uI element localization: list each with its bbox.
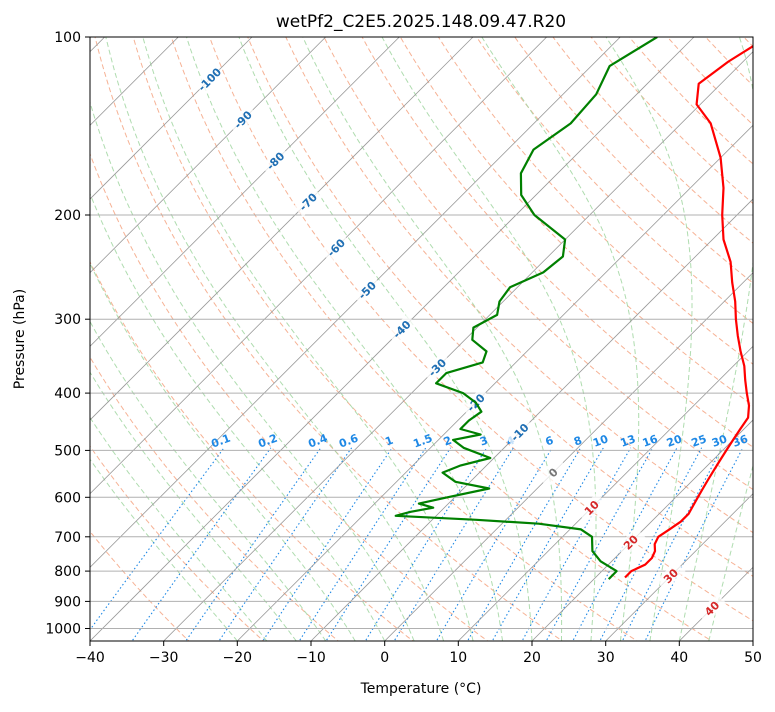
isotherm (679, 37, 775, 641)
mixing-ratio-label: 13 (619, 432, 638, 449)
dry-adiabat (54, 24, 491, 644)
mixing-ratio-line (599, 448, 702, 644)
moist-adiabat (82, 73, 414, 641)
dry-adiabat (506, 24, 775, 644)
x-tick-label: 50 (744, 650, 762, 666)
y-tick-label: 300 (54, 312, 81, 328)
dry-adiabat (355, 24, 775, 644)
dry-adiabat (130, 24, 641, 644)
mixing-ratio-label: 0.4 (306, 432, 329, 451)
y-tick-label: 800 (54, 564, 81, 580)
mixing-ratio-line (325, 448, 451, 644)
y-tick-label: 500 (54, 443, 81, 459)
dry-adiabat (0, 24, 266, 644)
moist-adiabat (0, 181, 237, 641)
dry-adiabat (280, 24, 775, 644)
mixing-ratio-label: 30 (710, 432, 729, 450)
y-tick-label: 1000 (45, 622, 81, 638)
moist-adiabat (58, 94, 385, 641)
moist-adiabat (239, 37, 532, 641)
mixing-ratio-line (644, 448, 743, 644)
moist-adiabat (143, 37, 473, 641)
background-lines (0, 24, 775, 644)
mixing-ratio-label: 2 (442, 434, 454, 449)
dry-adiabat (0, 24, 191, 644)
dry-adiabat (769, 24, 775, 644)
y-tick-label: 700 (54, 530, 81, 546)
moist-adiabat (0, 166, 267, 641)
x-tick-label: 30 (597, 650, 615, 666)
moist-adiabat (606, 37, 692, 641)
x-tick-label: 10 (449, 650, 467, 666)
dry-adiabat (430, 24, 775, 644)
isotherm (0, 37, 326, 641)
moist-adiabat (482, 37, 639, 641)
mixing-ratio-line (466, 448, 581, 644)
mixing-ratio-label: 6 (544, 434, 556, 449)
x-tick-label: −30 (149, 650, 179, 666)
mixing-ratio-line (261, 448, 392, 644)
x-tick-label: 20 (523, 650, 541, 666)
isotherm (0, 37, 399, 641)
line-labels: 0.10.20.40.611.52346810131620253036-100-… (195, 65, 750, 624)
dry-adiabat (17, 24, 416, 644)
mixing-ratio-label: 36 (731, 432, 750, 450)
mixing-ratio-label: 16 (641, 432, 660, 450)
mixing-ratio-line (364, 448, 487, 644)
moist-adiabat (303, 37, 562, 641)
mixing-ratio-label: 0.1 (210, 432, 233, 451)
mixing-ratio-label: 8 (572, 434, 584, 449)
dry-adiabat (656, 24, 775, 644)
chart-title: wetPf2_C2E5.2025.148.09.47.R20 (276, 12, 566, 32)
dry-adiabat (205, 24, 775, 644)
x-tick-label: 0 (380, 650, 389, 666)
y-tick-label: 600 (54, 490, 81, 506)
isotherm-label: -100 (196, 65, 225, 94)
isotherm (164, 37, 768, 641)
dry-adiabat (242, 24, 775, 644)
x-tick-label: −20 (223, 650, 253, 666)
isotherm (16, 37, 620, 641)
mixing-ratio-label: 3 (478, 434, 490, 449)
x-tick-label: −40 (75, 650, 105, 666)
mixing-ratio-label: 10 (591, 432, 610, 450)
y-tick-label: 900 (54, 594, 81, 610)
mixing-ratio-label: 1 (383, 434, 395, 449)
mixing-ratio-line (521, 448, 631, 644)
y-tick-label: 100 (54, 30, 81, 46)
isotherm (311, 37, 775, 641)
moist-adiabat (0, 150, 296, 641)
dry-adiabat (393, 24, 775, 644)
y-tick-label: 400 (54, 386, 81, 402)
y-tick-label: 200 (54, 208, 81, 224)
isotherm (753, 37, 775, 641)
isotherm (0, 37, 547, 641)
x-tick-label: 40 (670, 650, 688, 666)
x-tick-label: −10 (296, 650, 326, 666)
mixing-ratio-label: 25 (690, 432, 709, 449)
dry-adiabat (0, 24, 341, 644)
x-axis-label: Temperature (°C) (360, 681, 482, 697)
dry-adiabat (581, 24, 775, 644)
y-axis-label: Pressure (hPa) (12, 289, 28, 389)
isotherm (0, 37, 252, 641)
